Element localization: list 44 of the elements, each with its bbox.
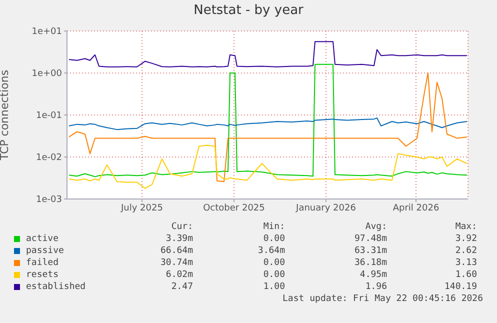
line-series xyxy=(68,41,468,68)
text: 3.13 xyxy=(454,258,477,268)
text: 97.48m xyxy=(353,234,387,244)
text: 140.19 xyxy=(443,282,477,292)
text: 3.92 xyxy=(454,234,477,244)
y-tick-label: 1e-03 xyxy=(36,195,62,206)
x-tick-label: January 2026 xyxy=(295,203,356,214)
chart-title: Netstat - by year xyxy=(192,3,304,18)
text: 0.00 xyxy=(262,234,285,244)
text: Cur: xyxy=(170,222,193,232)
text: 3.39m xyxy=(164,234,193,244)
legend-label: established xyxy=(26,282,86,292)
y-tick-label: 1e+00 xyxy=(32,69,62,80)
text: 3.64m xyxy=(256,246,285,256)
text: Max: xyxy=(454,222,477,232)
text: 1.60 xyxy=(454,270,477,280)
text: 2.47 xyxy=(170,282,193,292)
text: 30.74m xyxy=(159,258,193,268)
legend-label: passive xyxy=(26,246,64,256)
text: 66.64m xyxy=(159,246,193,256)
line-series xyxy=(68,144,468,189)
y-tick-label: 1e-01 xyxy=(36,111,62,122)
text: 36.18m xyxy=(353,258,387,268)
x-tick-label: July 2025 xyxy=(120,203,163,214)
x-tick-label: October 2025 xyxy=(203,203,265,214)
x-tick-label: April 2026 xyxy=(392,203,440,214)
legend-label: active xyxy=(26,234,59,244)
text: 4.95m xyxy=(358,270,387,280)
text: 63.31m xyxy=(353,246,387,256)
text: 6.02m xyxy=(164,270,193,280)
text: 0.00 xyxy=(262,270,285,280)
text: Min: xyxy=(262,222,285,232)
text: Last update: Fri May 22 00:45:16 2026 xyxy=(282,294,483,304)
text: 0.00 xyxy=(262,258,285,268)
text: 1.96 xyxy=(364,282,387,292)
text: Avg: xyxy=(364,222,387,232)
legend-label: failed xyxy=(26,258,59,268)
line-series xyxy=(68,117,468,130)
y-tick-label: 1e-02 xyxy=(36,153,62,164)
y-axis-title: TCP connections xyxy=(0,70,11,162)
legend-label: resets xyxy=(26,270,59,280)
text: 2.62 xyxy=(454,246,477,256)
y-tick-label: 1e+01 xyxy=(32,27,62,38)
text: 1.00 xyxy=(262,282,285,292)
